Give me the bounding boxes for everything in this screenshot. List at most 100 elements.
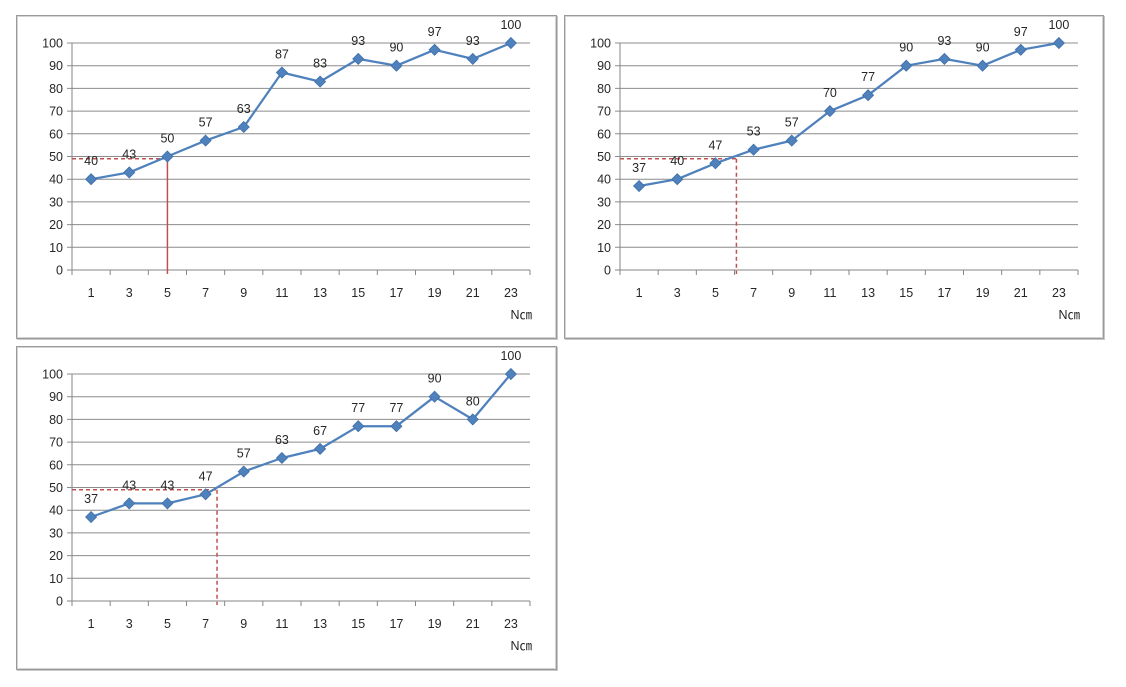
data-point	[428, 43, 441, 56]
data-point	[390, 59, 403, 72]
data-label: 77	[389, 401, 403, 415]
y-tick-label: 20	[49, 549, 63, 563]
data-point	[314, 75, 327, 88]
data-point	[123, 166, 136, 179]
data-point	[428, 390, 441, 403]
data-label: 87	[275, 48, 289, 62]
y-tick-label: 60	[49, 127, 63, 141]
data-point	[747, 143, 760, 156]
data-point	[237, 465, 250, 478]
data-label: 100	[1048, 18, 1069, 32]
data-label: 37	[632, 161, 646, 175]
x-tick-label: 13	[313, 617, 327, 631]
y-tick-label: 90	[49, 59, 63, 73]
data-label: 77	[861, 70, 875, 84]
y-tick-label: 100	[42, 368, 63, 382]
data-label: 57	[785, 116, 799, 130]
series-line	[638, 41, 1060, 188]
data-point	[466, 413, 479, 426]
data-point	[938, 52, 951, 65]
y-tick-label: 0	[604, 264, 611, 278]
x-tick-label: 15	[351, 617, 365, 631]
x-axis-label: N㎝	[1058, 308, 1080, 322]
data-point	[199, 488, 212, 501]
data-point	[504, 367, 517, 381]
x-tick-label: 9	[240, 286, 247, 300]
y-tick-label: 60	[597, 127, 611, 141]
data-point	[823, 105, 836, 118]
data-point	[785, 134, 798, 147]
data-label: 57	[199, 116, 213, 130]
y-tick-label: 10	[49, 241, 63, 255]
x-tick-label: 19	[976, 286, 990, 300]
data-point	[466, 52, 479, 65]
data-point	[1014, 43, 1027, 56]
y-tick-label: 30	[49, 195, 63, 209]
data-label: 43	[160, 478, 174, 492]
y-tick-label: 0	[56, 264, 63, 278]
data-label: 70	[823, 86, 837, 100]
data-point	[976, 59, 989, 72]
x-tick-label: 17	[389, 286, 403, 300]
x-tick-label: 15	[899, 286, 913, 300]
data-point	[275, 451, 288, 465]
data-point	[900, 59, 913, 72]
data-point	[352, 420, 365, 433]
data-label: 67	[313, 424, 327, 438]
x-tick-label: 21	[466, 617, 480, 631]
x-tick-label: 5	[164, 286, 171, 300]
data-label: 93	[937, 34, 951, 48]
data-point	[709, 157, 722, 170]
x-tick-label: 1	[88, 617, 95, 631]
data-label: 43	[122, 478, 136, 492]
data-label: 37	[84, 492, 98, 506]
y-tick-label: 30	[49, 526, 63, 540]
y-tick-label: 80	[49, 82, 63, 96]
data-label: 93	[351, 34, 365, 48]
data-label: 90	[389, 41, 403, 55]
x-tick-label: 3	[126, 286, 133, 300]
data-label: 97	[1014, 25, 1028, 39]
data-label: 63	[275, 433, 289, 447]
data-point	[161, 497, 174, 510]
y-tick-label: 20	[49, 218, 63, 232]
data-label: 83	[313, 57, 327, 71]
x-tick-label: 7	[202, 286, 209, 300]
data-label: 40	[84, 154, 98, 168]
x-tick-label: 21	[1014, 286, 1028, 300]
x-tick-label: 5	[712, 286, 719, 300]
data-label: 43	[122, 147, 136, 161]
x-tick-label: 15	[351, 286, 365, 300]
x-tick-label: 7	[750, 286, 757, 300]
y-tick-label: 100	[590, 37, 611, 51]
x-tick-label: 11	[823, 286, 836, 300]
x-tick-label: 19	[428, 286, 442, 300]
x-tick-label: 3	[126, 617, 133, 631]
chart-panel-2: 0 10 20 30 40 50 60 70 80 90 100 1 3 5 7 9 11 13 15 17 19 21 2…	[564, 15, 1104, 339]
x-tick-label: 23	[504, 286, 518, 300]
x-tick-label: 1	[636, 286, 643, 300]
data-label: 57	[237, 447, 251, 461]
y-tick-label: 10	[597, 241, 611, 255]
data-point	[123, 497, 136, 510]
data-point	[199, 134, 212, 147]
x-tick-label: 1	[88, 286, 95, 300]
data-label: 100	[500, 18, 521, 32]
y-tick-label: 50	[597, 150, 611, 164]
x-tick-label: 13	[313, 286, 327, 300]
data-point	[671, 173, 684, 186]
x-tick-label: 19	[428, 617, 442, 631]
data-label: 90	[899, 41, 913, 55]
x-tick-label: 11	[275, 286, 288, 300]
data-label: 40	[670, 154, 684, 168]
data-label: 90	[428, 372, 442, 386]
y-tick-label: 80	[597, 82, 611, 96]
x-tick-label: 21	[466, 286, 480, 300]
data-label: 53	[747, 125, 761, 139]
chart-panel-1: 0 10 20 30 40 50 60 70 80 90 100 1 3 5 7 9 11 13 15 17 19 21 2…	[16, 15, 557, 339]
x-tick-label: 7	[202, 617, 209, 631]
data-point	[390, 420, 403, 433]
data-point	[862, 89, 875, 102]
x-tick-label: 23	[504, 617, 518, 631]
data-point	[85, 173, 98, 186]
